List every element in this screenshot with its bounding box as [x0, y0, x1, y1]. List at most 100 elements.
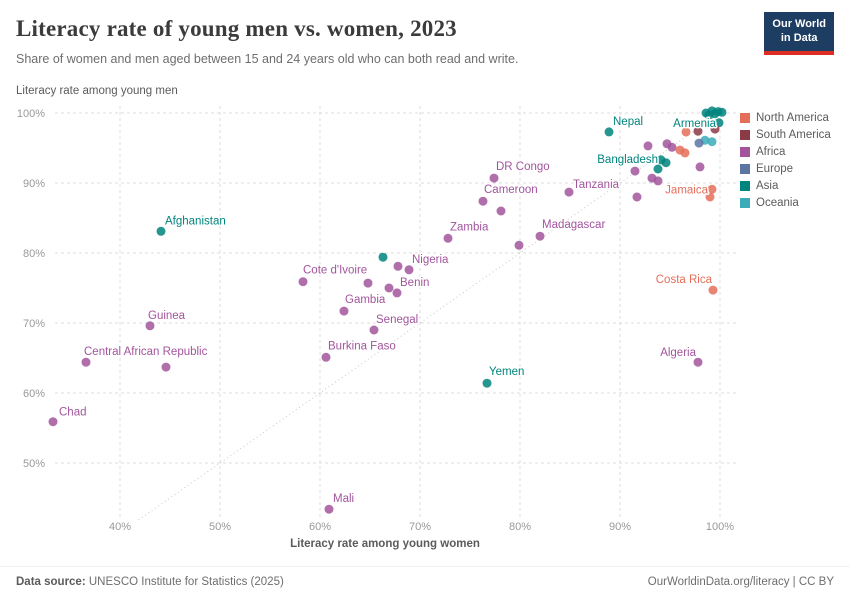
- data-point[interactable]: [653, 164, 663, 174]
- legend-item-north-america[interactable]: North America: [740, 109, 831, 126]
- legend-swatch-icon: [740, 180, 750, 191]
- owid-logo[interactable]: Our World in Data: [764, 12, 834, 55]
- data-point-senegal[interactable]: [369, 325, 379, 335]
- data-point-zambia[interactable]: [443, 233, 453, 243]
- data-point[interactable]: [393, 261, 403, 271]
- data-point[interactable]: [161, 362, 171, 372]
- data-point-afghanistan[interactable]: [156, 226, 166, 236]
- data-source-text: UNESCO Institute for Statistics (2025): [85, 576, 284, 588]
- data-point-mali[interactable]: [324, 504, 334, 514]
- data-point[interactable]: [710, 109, 720, 119]
- legend-item-oceania[interactable]: Oceania: [740, 194, 831, 211]
- data-point[interactable]: [496, 206, 506, 216]
- y-tick-label: 80%: [23, 248, 45, 260]
- data-point[interactable]: [661, 158, 671, 168]
- country-label-armenia[interactable]: Armenia: [672, 116, 718, 131]
- data-point[interactable]: [653, 176, 663, 186]
- country-label-cameroon[interactable]: Cameroon: [483, 183, 540, 198]
- page-title: Literacy rate of young men vs. women, 20…: [16, 16, 457, 41]
- data-point-guinea[interactable]: [145, 321, 155, 331]
- legend-item-south-america[interactable]: South America: [740, 126, 831, 143]
- country-label-senegal[interactable]: Senegal: [375, 313, 420, 328]
- data-point[interactable]: [707, 137, 717, 147]
- x-tick-label: 70%: [409, 521, 431, 533]
- data-point-gambia[interactable]: [339, 306, 349, 316]
- x-tick-label: 80%: [509, 521, 531, 533]
- data-point-benin[interactable]: [392, 288, 402, 298]
- data-point-cameroon[interactable]: [478, 196, 488, 206]
- data-point-cote-d-ivoire[interactable]: [298, 277, 308, 287]
- country-label-tanzania[interactable]: Tanzania: [572, 178, 622, 193]
- data-point[interactable]: [378, 252, 388, 262]
- data-point[interactable]: [680, 148, 690, 158]
- owid-logo-line1: Our World: [772, 18, 826, 30]
- x-axis-title: Literacy rate among young women: [290, 538, 480, 550]
- country-label-burkina-faso[interactable]: Burkina Faso: [327, 339, 398, 354]
- data-point[interactable]: [693, 126, 703, 136]
- country-label-cote-d-ivoire[interactable]: Cote d'Ivoire: [302, 263, 369, 278]
- country-label-nepal[interactable]: Nepal: [612, 114, 645, 129]
- owid-logo-line2: in Data: [780, 31, 818, 44]
- y-tick-label: 60%: [23, 388, 45, 400]
- data-point-dr-congo[interactable]: [489, 173, 499, 183]
- country-label-bangladesh[interactable]: Bangladesh: [596, 152, 660, 167]
- country-label-yemen[interactable]: Yemen: [488, 365, 526, 380]
- data-point-nigeria[interactable]: [404, 265, 414, 275]
- country-label-zambia[interactable]: Zambia: [449, 220, 491, 235]
- data-point[interactable]: [710, 124, 720, 134]
- country-label-madagascar[interactable]: Madagascar: [541, 218, 607, 233]
- legend-item-asia[interactable]: Asia: [740, 177, 831, 194]
- legend-item-africa[interactable]: Africa: [740, 143, 831, 160]
- country-label-jamaica[interactable]: Jamaica: [664, 183, 710, 198]
- country-label-afghanistan[interactable]: Afghanistan: [164, 214, 228, 229]
- data-point[interactable]: [643, 141, 653, 151]
- data-point[interactable]: [384, 283, 394, 293]
- y-tick-label: 90%: [23, 178, 45, 190]
- data-point-central-african-republic[interactable]: [81, 357, 91, 367]
- legend-swatch-icon: [740, 129, 750, 140]
- x-tick-label: 50%: [209, 521, 231, 533]
- license-link[interactable]: OurWorldinData.org/literacy | CC BY: [647, 576, 834, 588]
- data-point-algeria[interactable]: [693, 357, 703, 367]
- legend-item-europe[interactable]: Europe: [740, 160, 831, 177]
- data-point-burkina-faso[interactable]: [321, 352, 331, 362]
- country-label-nigeria[interactable]: Nigeria: [411, 252, 451, 267]
- data-point-jamaica[interactable]: [707, 184, 717, 194]
- data-point[interactable]: [705, 192, 715, 202]
- legend-label: Africa: [756, 145, 786, 158]
- country-label-central-african-republic[interactable]: Central African Republic: [83, 345, 210, 360]
- data-point[interactable]: [717, 107, 727, 117]
- country-label-algeria[interactable]: Algeria: [659, 346, 698, 361]
- data-point-nepal[interactable]: [604, 127, 614, 137]
- country-label-gambia[interactable]: Gambia: [344, 293, 388, 308]
- country-label-dr-congo[interactable]: DR Congo: [495, 160, 552, 175]
- country-label-costa-rica[interactable]: Costa Rica: [654, 273, 714, 288]
- data-source-prefix: Data source:: [16, 576, 86, 588]
- legend-swatch-icon: [740, 146, 750, 157]
- country-label-mali[interactable]: Mali: [332, 492, 356, 507]
- country-label-chad[interactable]: Chad: [58, 405, 89, 420]
- data-point[interactable]: [514, 240, 524, 250]
- y-tick-label: 50%: [23, 458, 45, 470]
- data-point-chad[interactable]: [48, 417, 58, 427]
- legend-label: North America: [756, 111, 829, 124]
- data-point-yemen[interactable]: [482, 378, 492, 388]
- data-point-tanzania[interactable]: [564, 187, 574, 197]
- y-tick-label: 70%: [23, 318, 45, 330]
- data-point[interactable]: [630, 166, 640, 176]
- country-label-guinea[interactable]: Guinea: [147, 308, 188, 323]
- data-point[interactable]: [363, 278, 373, 288]
- data-point-costa-rica[interactable]: [708, 285, 718, 295]
- data-point[interactable]: [695, 162, 705, 172]
- data-point-madagascar[interactable]: [535, 231, 545, 241]
- x-tick-label: 100%: [706, 521, 734, 533]
- country-label-benin[interactable]: Benin: [399, 275, 431, 290]
- data-point[interactable]: [632, 192, 642, 202]
- legend-swatch-icon: [740, 112, 750, 123]
- legend-label: South America: [756, 128, 831, 141]
- legend-label: Oceania: [756, 196, 799, 209]
- data-point[interactable]: [694, 138, 704, 148]
- data-point[interactable]: [681, 127, 691, 137]
- data-point[interactable]: [667, 142, 677, 152]
